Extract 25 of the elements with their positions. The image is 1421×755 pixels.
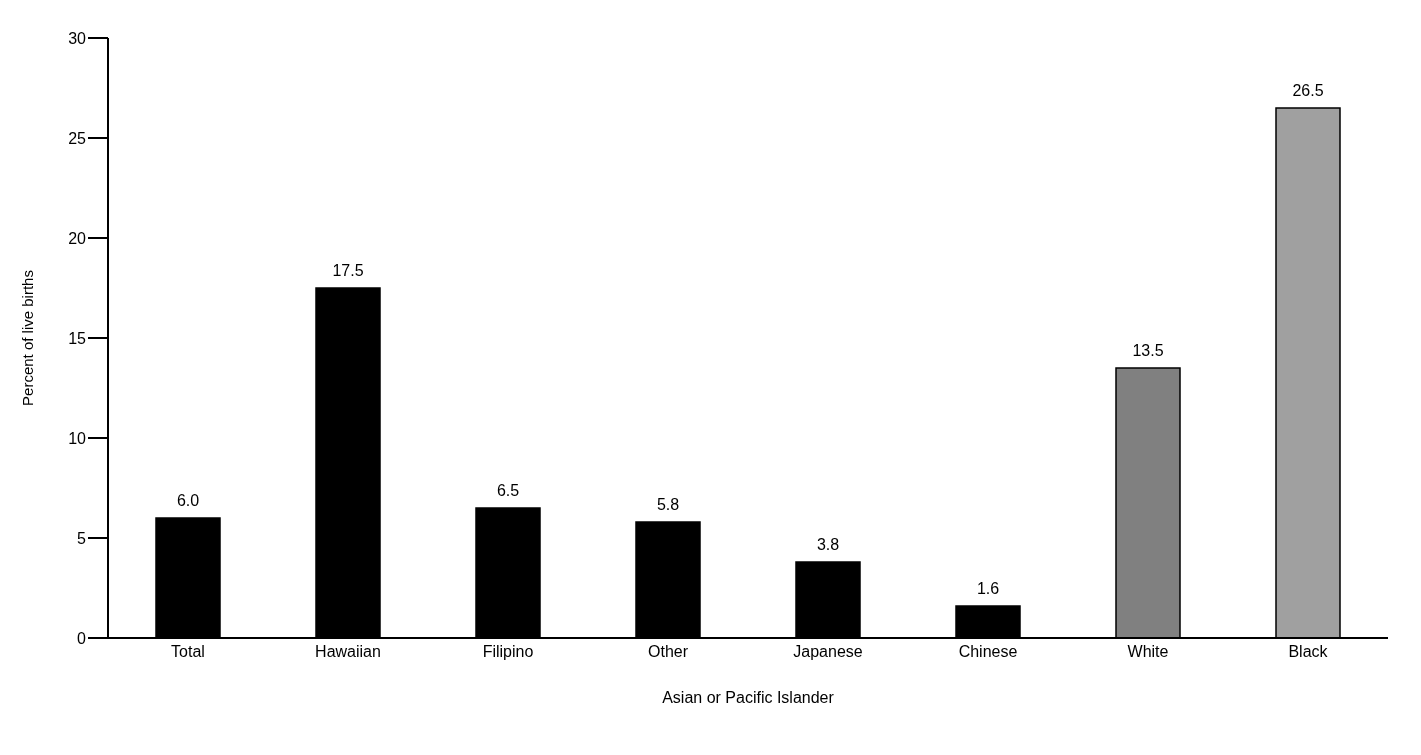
y-tick-label: 5 bbox=[77, 529, 87, 547]
y-tick-label: 10 bbox=[68, 429, 87, 447]
y-tick-label: 30 bbox=[68, 29, 87, 47]
data-label: 6.0 bbox=[176, 492, 200, 509]
data-label: 3.8 bbox=[816, 536, 840, 553]
y-tick-label: 0 bbox=[77, 629, 87, 647]
data-label: 26.5 bbox=[1292, 82, 1324, 99]
data-label: 5.8 bbox=[656, 496, 680, 513]
x-axis-title: Asian or Pacific Islander bbox=[662, 689, 835, 706]
x-tick-label: Hawaiian bbox=[315, 643, 381, 661]
x-tick-label: Total bbox=[171, 643, 205, 661]
data-label: 6.5 bbox=[496, 482, 520, 499]
y-tick-label: 25 bbox=[68, 129, 87, 147]
data-label: 13.5 bbox=[1132, 342, 1164, 359]
x-tick-label: Other bbox=[647, 643, 689, 661]
data-label: 1.6 bbox=[976, 580, 1000, 597]
x-tick-label: Japanese bbox=[793, 643, 863, 661]
y-axis-title: Percent of live births bbox=[19, 270, 37, 406]
data-label: 17.5 bbox=[332, 262, 364, 279]
y-tick-label: 15 bbox=[68, 329, 87, 347]
x-tick-label: Black bbox=[1288, 643, 1329, 661]
y-tick-label: 20 bbox=[68, 229, 87, 247]
x-tick-label: Chinese bbox=[958, 643, 1018, 661]
x-tick-label: White bbox=[1127, 643, 1169, 661]
x-tick-label: Filipino bbox=[482, 643, 534, 661]
